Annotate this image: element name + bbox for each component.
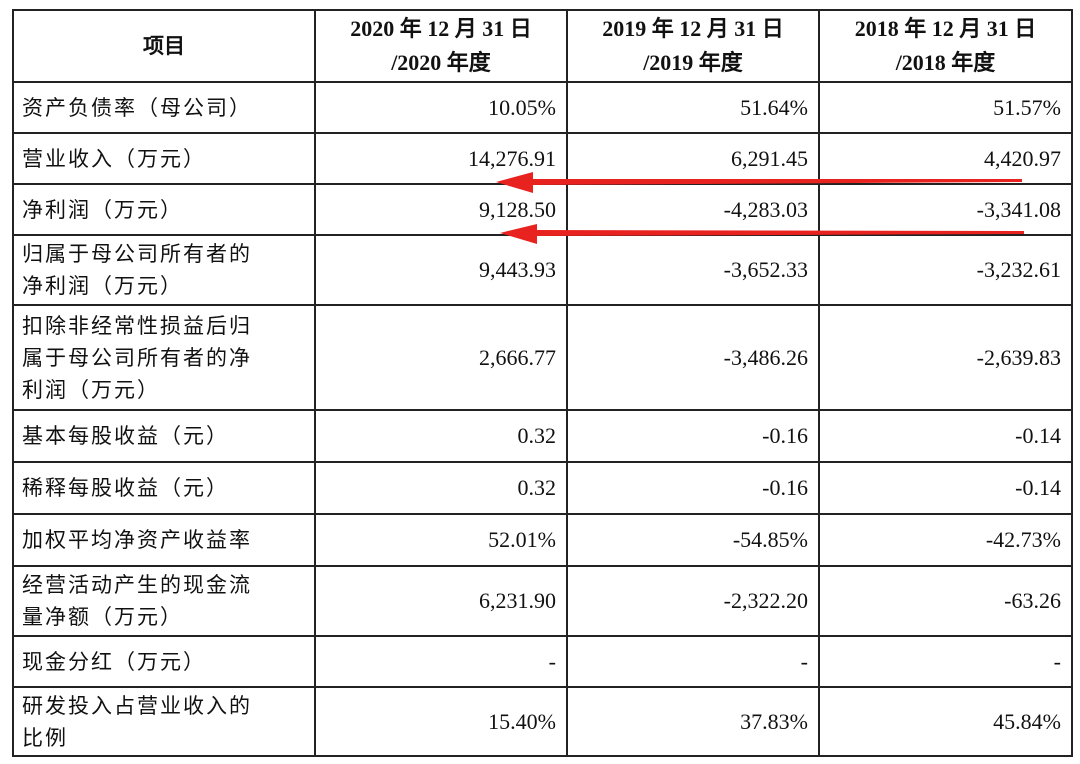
cell-2018: -3,341.08 bbox=[818, 183, 1073, 236]
cell-2019: -3,486.26 bbox=[566, 304, 820, 411]
cell-2018: -42.73% bbox=[818, 513, 1073, 567]
cell-2020: 0.32 bbox=[314, 409, 568, 463]
table-row: 资产负债率（母公司） 10.05% 51.64% 51.57% bbox=[12, 81, 1073, 134]
cell-2020: 14,276.91 bbox=[314, 132, 568, 185]
cell-2018: -63.26 bbox=[818, 565, 1073, 637]
header-2019: 2019 年 12 月 31 日 /2019 年度 bbox=[566, 9, 820, 83]
header-2018: 2018 年 12 月 31 日 /2018 年度 bbox=[818, 9, 1073, 83]
cell-2020: 10.05% bbox=[314, 81, 568, 134]
table-row: 加权平均净资产收益率 52.01% -54.85% -42.73% bbox=[12, 513, 1073, 567]
row-label: 资产负债率（母公司） bbox=[12, 81, 316, 134]
cell-2020: 15.40% bbox=[314, 686, 568, 757]
cell-2018: -3,232.61 bbox=[818, 234, 1073, 306]
cell-2020: 2,666.77 bbox=[314, 304, 568, 411]
table-row: 营业收入（万元） 14,276.91 6,291.45 4,420.97 bbox=[12, 132, 1073, 185]
cell-2019: -3,652.33 bbox=[566, 234, 820, 306]
cell-2018: 4,420.97 bbox=[818, 132, 1073, 185]
row-label: 稀释每股收益（元） bbox=[12, 461, 316, 515]
header-2020: 2020 年 12 月 31 日 /2020 年度 bbox=[314, 9, 568, 83]
table-row: 归属于母公司所有者的 净利润（万元） 9,443.93 -3,652.33 -3… bbox=[12, 234, 1073, 306]
table-row: 现金分红（万元） - - - bbox=[12, 635, 1073, 688]
cell-2019: 37.83% bbox=[566, 686, 820, 757]
row-label: 扣除非经常性损益后归 属于母公司所有者的净 利润（万元） bbox=[12, 304, 316, 411]
financial-summary-table: 项目 2020 年 12 月 31 日 /2020 年度 2019 年 12 月… bbox=[12, 9, 1073, 757]
cell-2020: 6,231.90 bbox=[314, 565, 568, 637]
cell-2019: -2,322.20 bbox=[566, 565, 820, 637]
row-label: 加权平均净资产收益率 bbox=[12, 513, 316, 567]
cell-2019: -4,283.03 bbox=[566, 183, 820, 236]
cell-2018: 51.57% bbox=[818, 81, 1073, 134]
header-row: 项目 2020 年 12 月 31 日 /2020 年度 2019 年 12 月… bbox=[12, 9, 1073, 83]
table-row: 经营活动产生的现金流 量净额（万元） 6,231.90 -2,322.20 -6… bbox=[12, 565, 1073, 637]
cell-2018: -0.14 bbox=[818, 409, 1073, 463]
row-label: 基本每股收益（元） bbox=[12, 409, 316, 463]
cell-2020: 52.01% bbox=[314, 513, 568, 567]
cell-2018: - bbox=[818, 635, 1073, 688]
table-row: 扣除非经常性损益后归 属于母公司所有者的净 利润（万元） 2,666.77 -3… bbox=[12, 304, 1073, 411]
row-label: 现金分红（万元） bbox=[12, 635, 316, 688]
cell-2020: 9,128.50 bbox=[314, 183, 568, 236]
cell-2019: - bbox=[566, 635, 820, 688]
header-item: 项目 bbox=[12, 9, 316, 83]
cell-2020: 0.32 bbox=[314, 461, 568, 515]
cell-2020: - bbox=[314, 635, 568, 688]
row-label: 营业收入（万元） bbox=[12, 132, 316, 185]
cell-2019: 6,291.45 bbox=[566, 132, 820, 185]
cell-2018: -2,639.83 bbox=[818, 304, 1073, 411]
row-label: 经营活动产生的现金流 量净额（万元） bbox=[12, 565, 316, 637]
cell-2019: -0.16 bbox=[566, 461, 820, 515]
table-row: 净利润（万元） 9,128.50 -4,283.03 -3,341.08 bbox=[12, 183, 1073, 236]
cell-2018: -0.14 bbox=[818, 461, 1073, 515]
cell-2019: 51.64% bbox=[566, 81, 820, 134]
cell-2019: -0.16 bbox=[566, 409, 820, 463]
row-label: 研发投入占营业收入的 比例 bbox=[12, 686, 316, 757]
cell-2019: -54.85% bbox=[566, 513, 820, 567]
row-label: 归属于母公司所有者的 净利润（万元） bbox=[12, 234, 316, 306]
table-row: 基本每股收益（元） 0.32 -0.16 -0.14 bbox=[12, 409, 1073, 463]
row-label: 净利润（万元） bbox=[12, 183, 316, 236]
table-row: 稀释每股收益（元） 0.32 -0.16 -0.14 bbox=[12, 461, 1073, 515]
cell-2018: 45.84% bbox=[818, 686, 1073, 757]
table-row: 研发投入占营业收入的 比例 15.40% 37.83% 45.84% bbox=[12, 686, 1073, 757]
cell-2020: 9,443.93 bbox=[314, 234, 568, 306]
